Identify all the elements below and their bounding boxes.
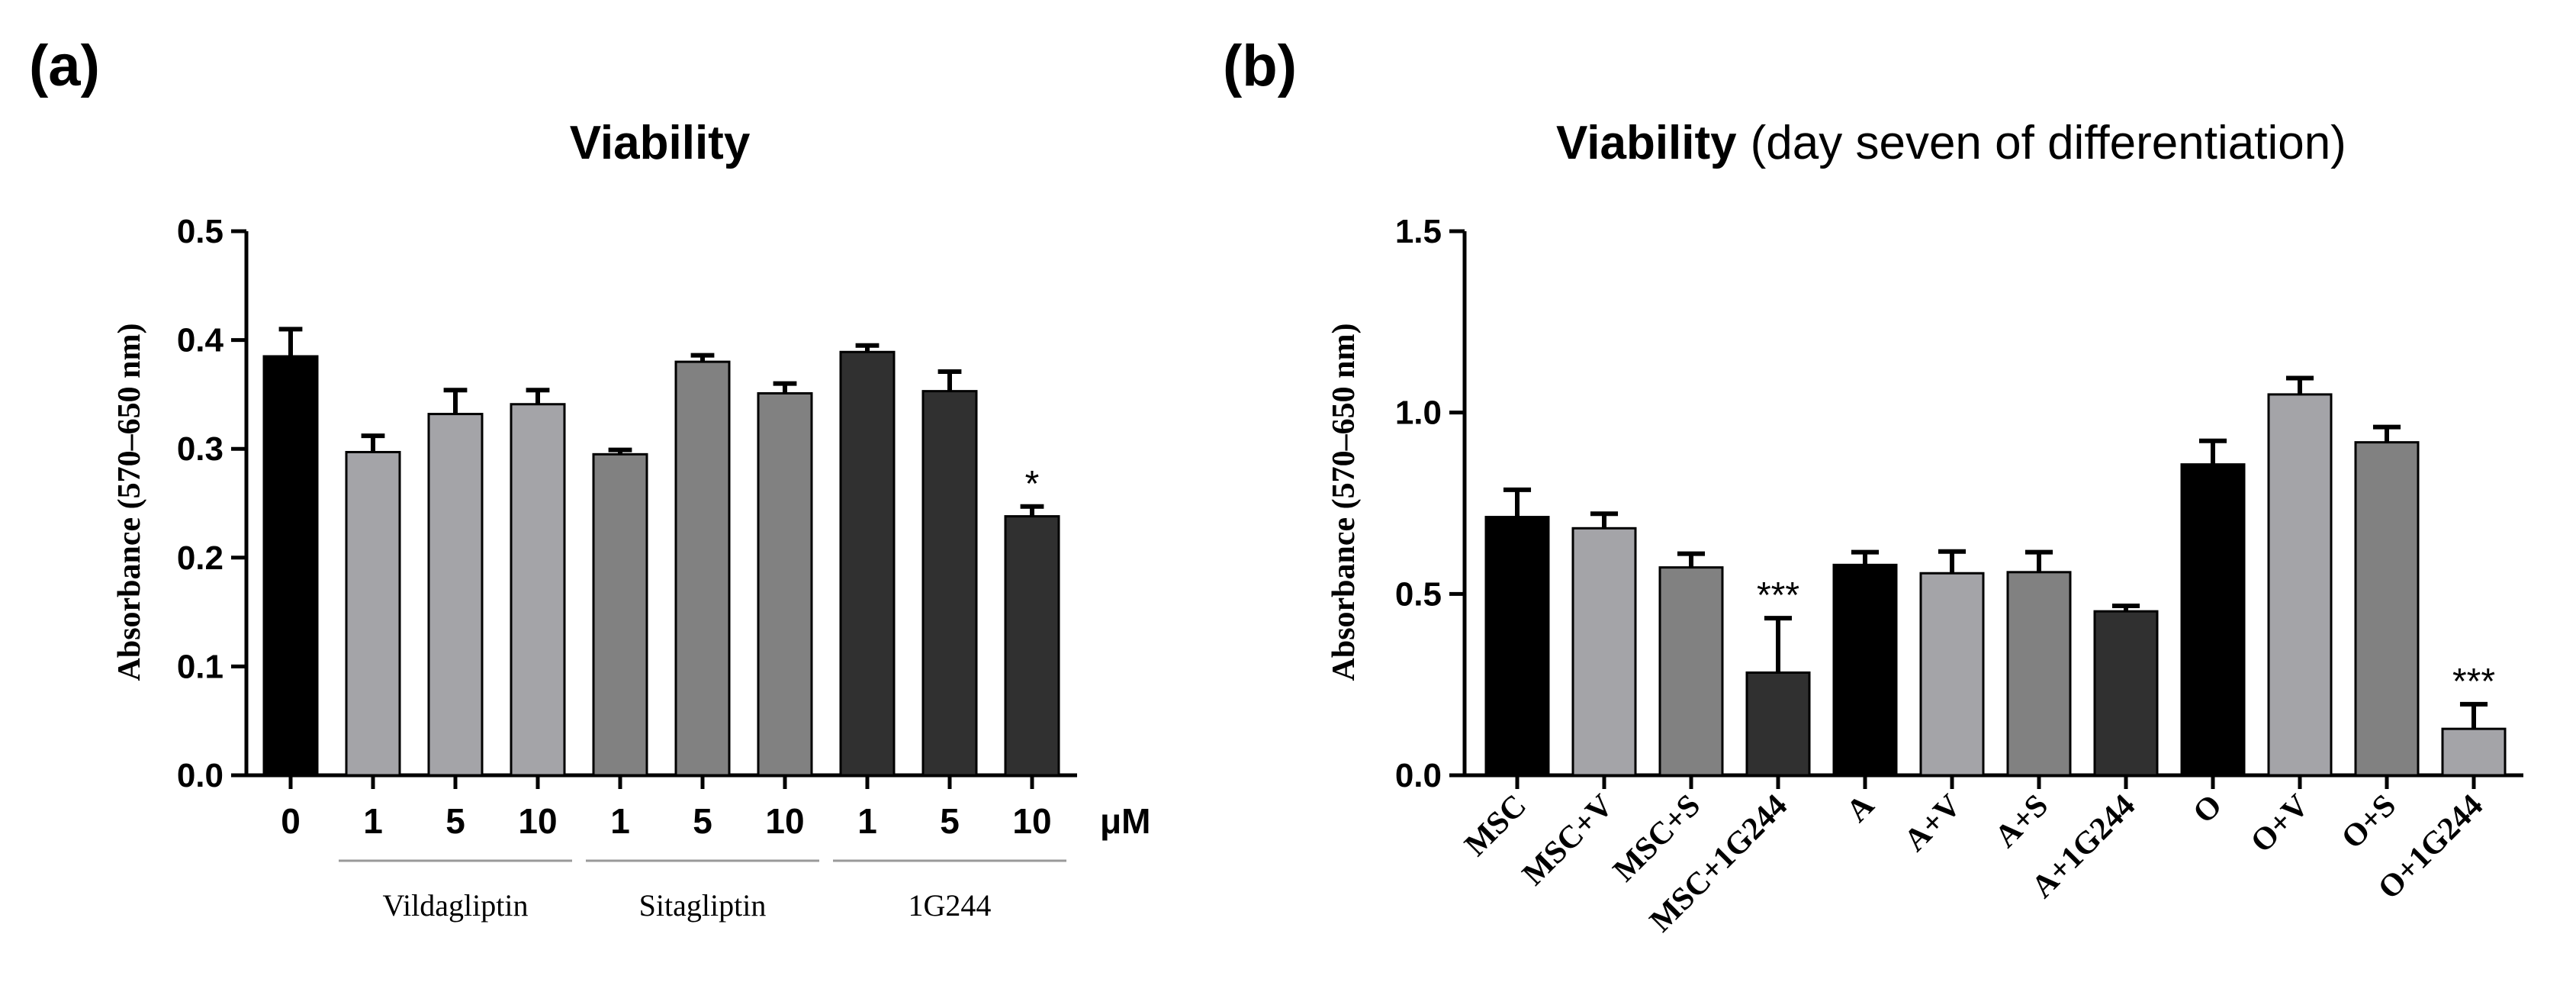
panel-a-x-tick-label: 0 bbox=[281, 801, 301, 841]
panel-a-bar-1 bbox=[592, 452, 648, 777]
panel-a-y-tick-label: 0.0 bbox=[177, 757, 224, 794]
panel-a-bar-1 bbox=[839, 350, 896, 777]
panel-b-y-tick-label: 1.0 bbox=[1395, 395, 1442, 432]
panel-b-title: Viability bbox=[1556, 117, 1737, 169]
panel-b-bar-msc-1g244 bbox=[1745, 671, 1811, 777]
panel-b-bar-o-s bbox=[2354, 441, 2420, 777]
panel-b-label: (b) bbox=[1223, 34, 1297, 98]
panel-a-bar-5 bbox=[427, 413, 484, 777]
panel-a-group-label: Sitagliptin bbox=[639, 888, 767, 923]
panel-a-y-tick-label: 0.5 bbox=[177, 213, 224, 250]
panel-b-subtitle: (day seven of differentiation) bbox=[1751, 117, 2346, 169]
panel-a-x-tick-label: 1 bbox=[363, 801, 383, 841]
panel-b-x-tick-label: O+V bbox=[2244, 788, 2316, 860]
panel-a-bar-10 bbox=[510, 403, 566, 777]
panel-a-title: Viability bbox=[570, 117, 751, 169]
panel-b-bar-a bbox=[1832, 563, 1898, 777]
panel-b-ylabel: Absorbance (570–650 nm) bbox=[1327, 324, 1362, 681]
panel-b-bar-o-v bbox=[2267, 393, 2333, 777]
panel-b-title-line: Viability (day seven of differentiation) bbox=[1556, 117, 2346, 169]
panel-a-x-tick-label: 10 bbox=[765, 801, 804, 841]
panel-b-x-tick-label: O bbox=[2186, 788, 2229, 831]
panel-b-bar-o bbox=[2180, 463, 2246, 777]
panel-a-x-tick-label: 10 bbox=[518, 801, 557, 841]
panel-a-bar-5 bbox=[921, 390, 978, 777]
panel-a-significance-marker: * bbox=[1025, 464, 1040, 504]
panel-a-y-tick-label: 0.2 bbox=[177, 539, 224, 577]
panel-a-x-tick-label: 1 bbox=[857, 801, 877, 841]
panel-a-y-tick-label: 0.4 bbox=[177, 322, 224, 359]
panel-b-significance-marker: *** bbox=[1757, 575, 1799, 616]
panel-a-ylabel: Absorbance (570–650 nm) bbox=[112, 324, 147, 681]
panel-b-x-tick-label: O+S bbox=[2335, 788, 2403, 856]
panel-a-label: (a) bbox=[29, 34, 100, 98]
panel-a-group-label: Vildagliptin bbox=[383, 888, 529, 923]
panel-a-x-tick-label: 5 bbox=[940, 801, 960, 841]
panel-b-x-tick-label: A+S bbox=[1989, 788, 2055, 855]
panel-a-x-tick-label: 10 bbox=[1012, 801, 1051, 841]
panel-a-x-tick-label: 1 bbox=[610, 801, 630, 841]
panel-a-group-label: 1G244 bbox=[909, 888, 992, 923]
panel-a-y-tick-label: 0.3 bbox=[177, 430, 224, 468]
panel-a-x-unit: μM bbox=[1100, 801, 1150, 841]
panel-b-bar-msc-v bbox=[1571, 527, 1637, 777]
panel-b-bar-msc bbox=[1484, 516, 1550, 777]
panel-a-bar-1 bbox=[345, 450, 401, 777]
panel-a-chart: 0.00.10.20.30.40.50 1 5 10 1 5 10 1 5 10*Vildagli… bbox=[177, 213, 1077, 923]
panel-b-x-tick-label: MSC bbox=[1458, 788, 1534, 864]
panel-b-bar-o-1g244 bbox=[2441, 727, 2507, 777]
panel-b-bar-msc-s bbox=[1658, 566, 1724, 777]
panel-b-x-tick-label: A+V bbox=[1898, 788, 1968, 858]
panel-a-y-tick-label: 0.1 bbox=[177, 648, 224, 685]
panel-b-y-tick-label: 1.5 bbox=[1395, 213, 1442, 250]
panel-b-bar-a-s bbox=[2006, 571, 2072, 777]
panel-b-y-tick-label: 0.0 bbox=[1395, 757, 1442, 794]
panel-b-y-tick-label: 0.5 bbox=[1395, 575, 1442, 613]
panel-a-bar-10 bbox=[1004, 515, 1060, 777]
panel-b-x-tick-label: A bbox=[1840, 787, 1881, 829]
panel-a-bar-0 bbox=[262, 355, 319, 777]
panel-b-significance-marker: *** bbox=[2452, 662, 2495, 702]
panel-a-bar-10 bbox=[757, 391, 813, 777]
panel-b-bar-a-1g244 bbox=[2093, 610, 2159, 777]
panel-a-bar-5 bbox=[674, 360, 731, 777]
panel-b-bar-a-v bbox=[1919, 572, 1985, 777]
panel-b-x-tick-label: MSC+V bbox=[1516, 788, 1620, 893]
panel-a-x-tick-label: 5 bbox=[693, 801, 712, 841]
panel-a-x-tick-label: 5 bbox=[445, 801, 465, 841]
